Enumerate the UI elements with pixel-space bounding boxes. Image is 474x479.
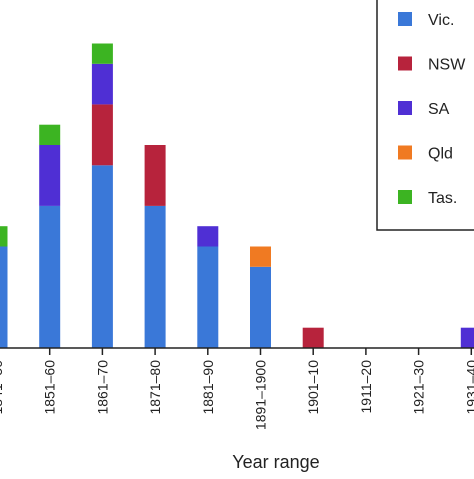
legend-swatch-1 (398, 56, 412, 71)
legend-swatch-4 (398, 190, 412, 204)
bar-segment-3-1 (144, 145, 166, 206)
x-tick-label-8: 1921–30 (411, 360, 427, 415)
x-tick-label-9: 1931–40 (463, 360, 474, 415)
bar-segment-6-1 (302, 327, 324, 348)
x-tick-label-5: 1891–1900 (253, 360, 269, 430)
legend-swatch-2 (398, 101, 412, 115)
legend-label-0: Vic. (428, 12, 454, 29)
legend-label-4: Tas. (428, 190, 457, 207)
bar-segment-4-0 (197, 246, 219, 348)
bar-segment-0-4 (0, 226, 8, 247)
bar-segment-4-2 (197, 226, 219, 247)
legend: Vic. NSW SA Qld Tas. (376, 0, 474, 231)
bar-segment-2-2 (91, 63, 113, 105)
legend-swatch-3 (398, 145, 412, 160)
x-ticks: 1841–50 1851–60 1861–70 1871–80 1881–90 1891–… (0, 348, 474, 430)
bar-segment-9-2 (460, 327, 474, 348)
bar-segment-5-3 (250, 246, 271, 267)
legend-swatch-0 (398, 12, 412, 26)
x-axis-title: Year range (232, 452, 319, 472)
x-tick-label-1: 1851–60 (42, 360, 58, 415)
bar-segment-2-0 (91, 165, 113, 348)
bar-segment-2-4 (91, 43, 113, 64)
bar-segment-3-0 (144, 205, 166, 348)
bar-segment-5-0 (250, 266, 271, 348)
x-tick-label-2: 1861–70 (94, 360, 110, 415)
legend-label-1: NSW (428, 57, 466, 74)
x-tick-label-7: 1911–20 (358, 360, 374, 414)
x-tick-label-4: 1881–90 (200, 360, 216, 415)
bars (0, 43, 474, 348)
bar-segment-1-2 (39, 145, 61, 206)
x-tick-label-3: 1871–80 (147, 360, 163, 415)
x-tick-label-0: 1841–50 (0, 360, 5, 415)
bar-segment-0-0 (0, 246, 8, 348)
legend-label-2: SA (428, 101, 450, 118)
bar-segment-1-4 (39, 124, 61, 145)
x-tick-label-6: 1901–10 (305, 360, 321, 415)
bar-segment-1-0 (39, 205, 61, 348)
bar-segment-2-1 (91, 104, 113, 166)
legend-box (376, 0, 474, 231)
legend-label-3: Qld (428, 146, 453, 163)
